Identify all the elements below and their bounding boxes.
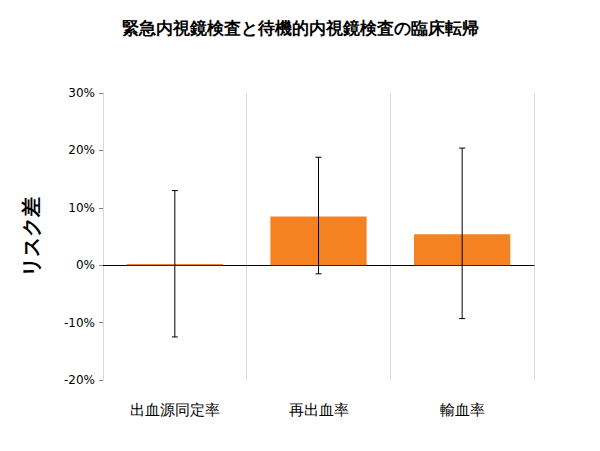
svg-text:出血源同定率: 出血源同定率 (130, 401, 220, 419)
svg-text:緊急内視鏡検査と待機的内視鏡検査の臨床転帰: 緊急内視鏡検査と待機的内視鏡検査の臨床転帰 (122, 18, 479, 38)
svg-text:-20%: -20% (64, 373, 95, 387)
svg-text:30%: 30% (68, 86, 95, 100)
svg-text:-10%: -10% (64, 316, 95, 330)
svg-text:20%: 20% (68, 143, 95, 157)
svg-text:0%: 0% (76, 258, 95, 272)
svg-text:10%: 10% (68, 201, 95, 215)
svg-text:再出血率: 再出血率 (289, 401, 349, 419)
svg-text:輸血率: 輸血率 (440, 401, 485, 419)
svg-text:リスク差: リスク差 (19, 197, 43, 277)
